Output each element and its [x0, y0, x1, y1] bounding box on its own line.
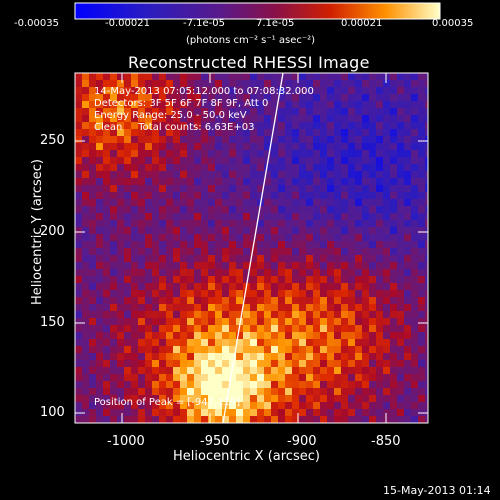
plot-title: Reconstructed RHESSI Image [128, 53, 370, 72]
x-tick-label: -950 [200, 434, 230, 449]
y-tick-label: 200 [40, 224, 65, 239]
solar-limb-line [222, 72, 284, 424]
y-axis-label-text: Heliocentric Y (arcsec) [30, 159, 45, 305]
colorbar-tick-label: -7.1e-05 [183, 18, 225, 29]
x-tick-label: -850 [371, 434, 401, 449]
x-tick-label: -1000 [107, 434, 145, 449]
colorbar-tick-label: 0.00021 [341, 18, 383, 29]
y-tick-label: 250 [40, 133, 65, 148]
colorbar-tick-label: -0.00035 [14, 18, 59, 29]
annotation-total-counts: Clean Total counts: 6.63E+03 [94, 122, 255, 133]
annotation-energy-range: Energy Range: 25.0 - 50.0 keV [94, 110, 247, 121]
y-tick-marks [75, 140, 428, 414]
annotation-detectors: Detectors: 3F 5F 6F 7F 8F 9F, Att 0 [94, 98, 269, 109]
annotation-peak-position: Position of Peak = [-947,119] [94, 397, 241, 408]
x-tick-marks [121, 73, 387, 423]
plot-frame [74, 72, 429, 424]
colorbar-tick-label: 7.1e-05 [256, 18, 295, 29]
x-axis-label: Heliocentric X (arcsec) [173, 449, 320, 464]
colorbar-tick-label: -0.00021 [105, 18, 150, 29]
y-tick-label: 100 [40, 405, 65, 420]
colorbar-unit-label: (photons cm⁻² s⁻¹ asec⁻²) [186, 35, 316, 46]
y-axis-label: Heliocentric Y (arcsec) [30, 104, 45, 305]
annotation-time-range: 14-May-2013 07:05:12.000 to 07:08:32.000 [94, 86, 314, 97]
generation-timestamp: 15-May-2013 01:14 [383, 484, 491, 497]
colorbar [74, 2, 441, 20]
x-tick-label: -900 [287, 434, 317, 449]
y-tick-label: 150 [40, 315, 65, 330]
emission-heatmap [75, 73, 428, 423]
colorbar-tick-label: 0.00035 [432, 18, 474, 29]
